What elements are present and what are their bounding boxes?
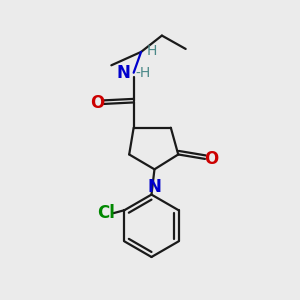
Text: H: H (146, 44, 157, 58)
Text: O: O (204, 150, 219, 168)
Text: O: O (90, 94, 104, 112)
Text: N: N (148, 178, 161, 196)
Text: N: N (116, 64, 130, 82)
Text: Cl: Cl (97, 204, 115, 222)
Text: -H: -H (135, 66, 150, 80)
